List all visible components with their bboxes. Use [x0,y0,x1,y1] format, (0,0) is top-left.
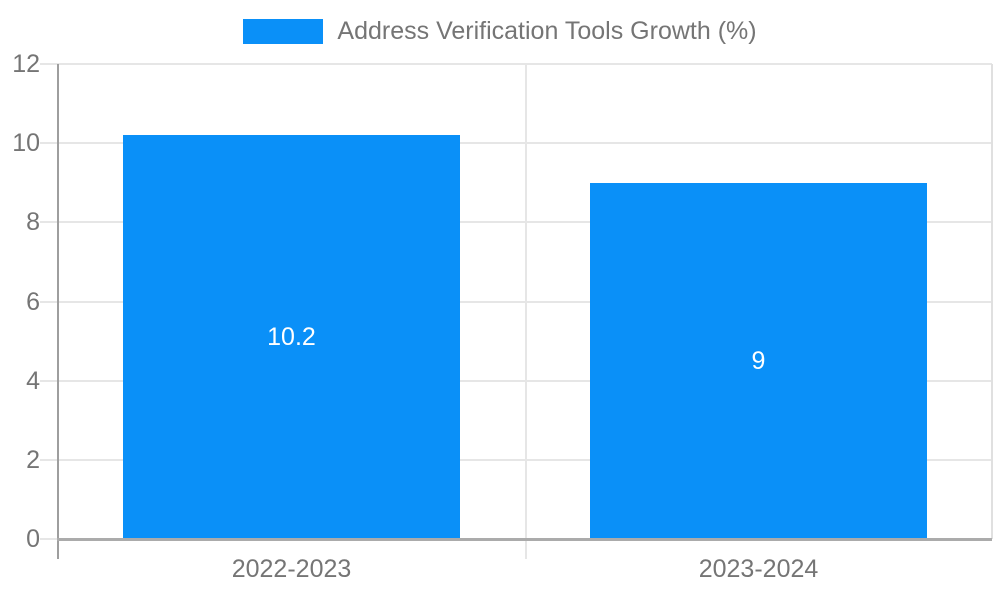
y-gridline [40,380,992,382]
x-tick-label: 2022-2023 [231,555,352,583]
y-gridline [40,301,992,303]
x-axis-tick [525,539,527,559]
legend: Address Verification Tools Growth (%) [0,16,1000,46]
x-axis-line [57,538,992,541]
y-gridline [40,63,992,65]
legend-swatch [243,18,324,44]
category-divider-line [525,64,527,539]
bar-value-label: 9 [751,347,766,375]
y-tick-label: 6 [26,288,40,316]
y-tick-label: 4 [26,367,40,395]
y-tick-label: 2 [26,446,40,474]
bar-value-label: 10.2 [267,323,316,351]
legend-label: Address Verification Tools Growth (%) [337,16,757,45]
x-tick-label: 2023-2024 [698,555,819,583]
y-gridline [40,459,992,461]
bar [590,183,927,539]
y-gridline [40,142,992,144]
y-gridline [40,221,992,223]
y-tick-label: 12 [12,50,40,78]
y-tick-label: 10 [12,129,40,157]
plot-right-border [991,64,993,539]
y-axis-line [57,64,59,559]
y-tick-label: 8 [26,208,40,236]
y-tick-label: 0 [26,525,40,553]
bar [123,135,460,539]
